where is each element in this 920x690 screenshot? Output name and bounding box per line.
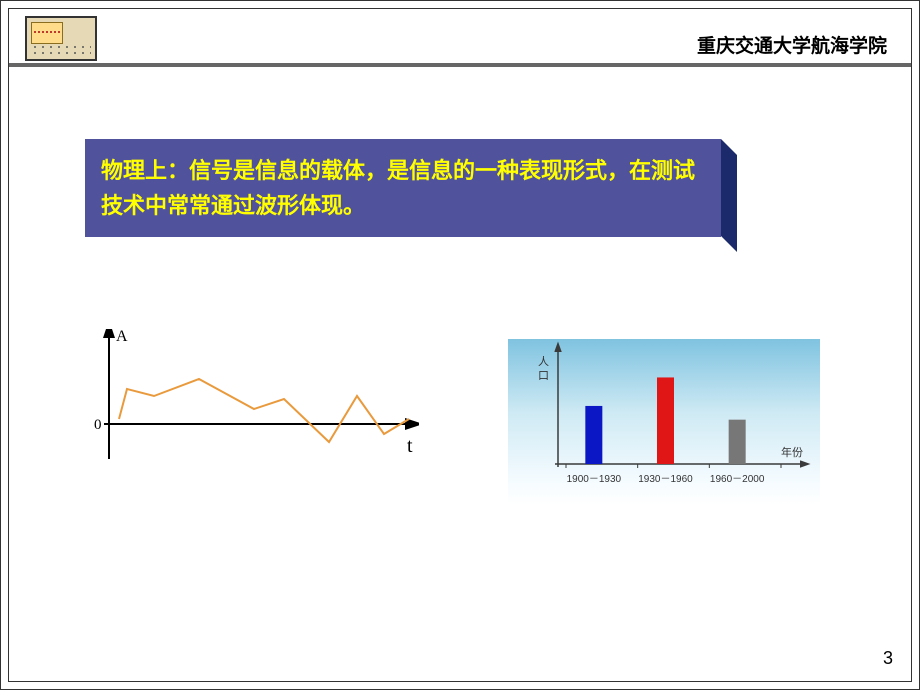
oscilloscope-screen: [31, 22, 63, 44]
slide-border: 重庆交通大学航海学院 物理上：信号是信息的载体，是信息的一种表现形式，在测试技术…: [8, 8, 912, 682]
banner-3d-box: 物理上：信号是信息的载体，是信息的一种表现形式，在测试技术中常常通过波形体现。: [85, 139, 721, 237]
svg-text:年份: 年份: [781, 445, 803, 459]
svg-text:口: 口: [538, 370, 549, 382]
slide: 重庆交通大学航海学院 物理上：信号是信息的载体，是信息的一种表现形式，在测试技术…: [0, 0, 920, 690]
svg-text:人: 人: [538, 355, 549, 368]
banner-text: 物理上：信号是信息的载体，是信息的一种表现形式，在测试技术中常常通过波形体现。: [85, 139, 721, 237]
page-number: 3: [883, 648, 893, 669]
university-name: 重庆交通大学航海学院: [697, 31, 887, 58]
svg-text:1960－2000: 1960－2000: [710, 474, 765, 485]
svg-text:1930－1960: 1930－1960: [638, 474, 693, 485]
banner-3d-side: [721, 139, 737, 252]
line-chart: At 0: [89, 329, 419, 479]
svg-text:0: 0: [94, 417, 102, 433]
oscilloscope-icon: [25, 16, 97, 61]
svg-text:1900－1930: 1900－1930: [567, 474, 622, 485]
svg-text:t: t: [407, 435, 413, 457]
svg-text:A: A: [116, 329, 128, 345]
bar-chart: 人口年份 1900－1930 1930－1960 1960－2000: [508, 339, 820, 505]
bar-chart-container: 人口年份 1900－1930 1930－1960 1960－2000: [504, 335, 824, 509]
header-rule: [9, 63, 911, 67]
